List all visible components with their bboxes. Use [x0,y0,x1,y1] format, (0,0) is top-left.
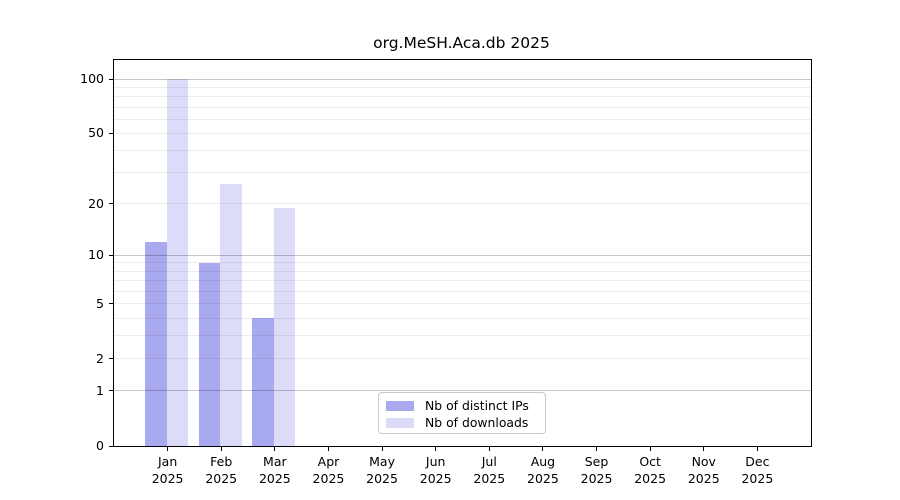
y-tick-label: 10 [88,247,104,263]
x-tick-mark [381,446,383,451]
x-tick-mark [220,446,222,451]
x-tick-label: Sep 2025 [580,454,613,486]
legend-label-downloads: Nb of downloads [425,415,529,430]
bar-distinct-ips [252,318,274,446]
y-tick-label: 1 [96,382,104,398]
x-tick-mark [274,446,276,451]
gridline-minor [114,96,811,98]
y-tick-mark [109,78,114,80]
x-tick-label: Aug 2025 [527,454,559,486]
y-tick-label: 0 [96,438,104,453]
gridline-minor [114,172,811,174]
gridline-minor [114,132,811,134]
y-tick-label: 20 [88,195,104,211]
bar-downloads [166,79,189,446]
x-tick-label: Dec 2025 [741,454,774,486]
y-tick-mark [109,254,114,256]
x-tick-mark [542,446,544,451]
x-tick-mark [596,446,598,451]
y-tick-mark [109,390,114,392]
gridline-minor [114,280,811,282]
x-tick-label: Oct 2025 [634,454,667,486]
x-tick-label: Mar 2025 [258,454,291,486]
y-tick-mark [109,303,114,305]
gridline-minor [114,150,811,152]
gridline-minor [114,290,811,292]
gridline-major [114,254,811,256]
plot-area: 0 1 2 5 10 20 50 100 Jan 2025 Feb 2025 Mar 2025 Apr 202… [80,59,812,486]
x-tick-mark [703,446,705,451]
x-tick-label: Nov 2025 [687,454,720,486]
gridline-minor [114,335,811,337]
gridline-minor [114,270,811,272]
y-tick-mark [109,358,114,360]
legend-item-downloads: Nb of downloads [386,414,545,431]
gridline-major [114,390,811,392]
bar-downloads [220,183,242,446]
bar-distinct-ips [145,242,167,446]
bar-downloads [273,207,296,446]
gridline-minor [114,203,811,205]
legend-label-distinct-ips: Nb of distinct IPs [425,398,529,413]
gridline-minor [114,303,811,305]
legend-item-distinct-ips: Nb of distinct IPs [386,397,545,414]
gridline-minor [114,317,811,319]
gridline-minor [114,106,811,108]
bar-distinct-ips [198,262,221,446]
y-tick-mark [109,203,114,205]
gridline-minor [114,262,811,264]
y-tick-label: 2 [96,350,104,366]
gridline-minor [114,86,811,88]
x-tick-mark [327,446,329,451]
y-tick-label: 50 [88,125,104,141]
y-tick-label: 5 [96,295,104,311]
gridline-major [114,78,811,80]
y-tick-mark [109,132,114,134]
x-tick-label: May 2025 [366,454,398,486]
gridline-minor [114,118,811,120]
distinct-ips-swatch [386,400,414,411]
x-tick-mark [649,446,651,451]
x-tick-mark [756,446,758,451]
x-tick-mark [435,446,437,451]
x-tick-label: Jan 2025 [151,454,184,486]
x-tick-label: Jun 2025 [419,454,452,486]
x-tick-mark [488,446,490,451]
gridline-minor [114,358,811,360]
x-tick-label: Jul 2025 [473,454,506,486]
y-tick-mark [109,445,114,447]
x-tick-label: Feb 2025 [205,454,238,486]
x-tick-label: Apr 2025 [312,454,345,486]
legend: Nb of distinct IPs Nb of downloads [378,392,546,434]
downloads-swatch [386,417,414,428]
chart-title: org.MeSH.Aca.db 2025 [373,34,550,52]
x-tick-mark [167,446,169,451]
y-tick-label: 100 [80,71,104,86]
